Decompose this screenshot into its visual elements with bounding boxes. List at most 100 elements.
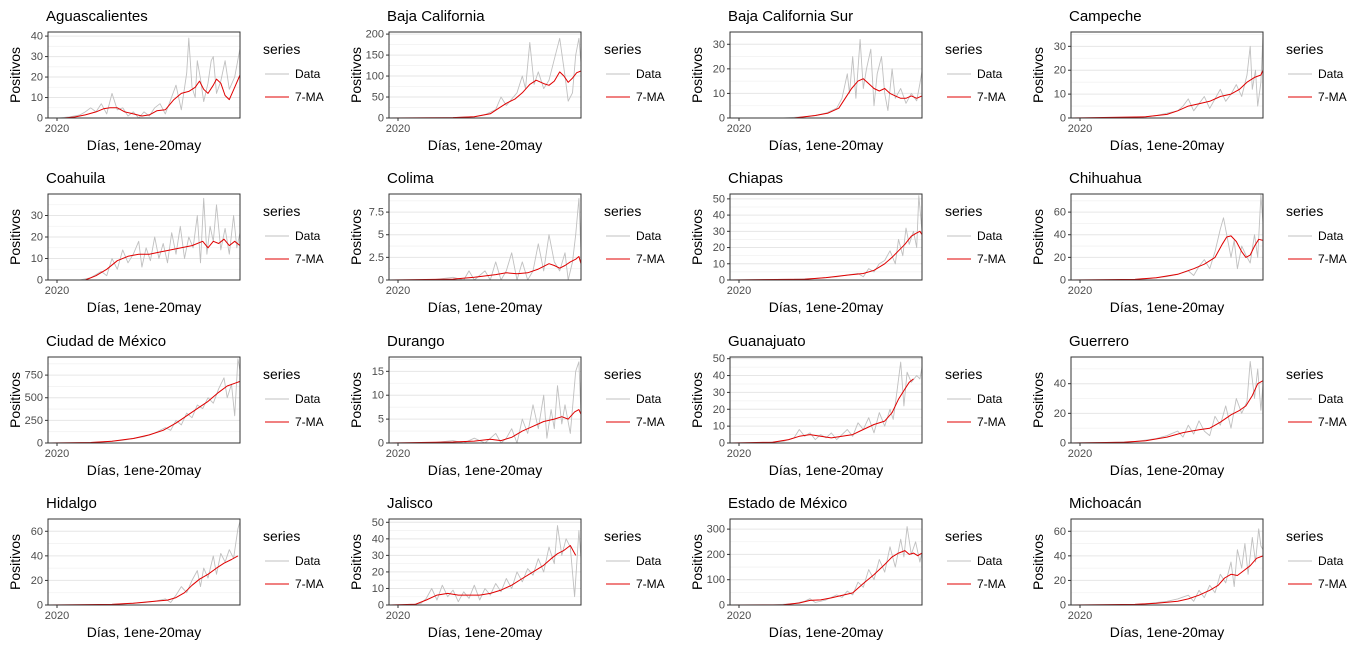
y-tick-label: 30 xyxy=(372,550,384,562)
plot-frame xyxy=(729,356,923,444)
legend-label-data: Data xyxy=(295,229,321,243)
legend: series Data 7-MA xyxy=(604,41,665,104)
y-axis-title: Positivos xyxy=(7,209,23,265)
y-axis-title: Positivos xyxy=(348,534,364,590)
plot-frame xyxy=(388,193,582,281)
y-tick-label: 100 xyxy=(366,71,384,83)
y-tick-label: 0 xyxy=(378,438,384,450)
x-axis-title: Días, 1ene-20may xyxy=(87,462,201,478)
y-tick-label: 10 xyxy=(372,390,384,402)
y-tick-label: 2.5 xyxy=(369,252,384,264)
y-tick-label: 10 xyxy=(713,258,725,270)
series-line-ma xyxy=(1070,69,1264,119)
legend-label-ma: 7-MA xyxy=(1318,90,1347,104)
chart-title: Colima xyxy=(387,170,434,187)
legend-title: series xyxy=(604,366,641,382)
legend-label-ma: 7-MA xyxy=(295,577,324,591)
legend-label-ma: 7-MA xyxy=(977,90,1006,104)
series-line-data xyxy=(389,361,582,444)
legend-label-data: Data xyxy=(1318,67,1344,81)
chart-panel: Chihuahua 0 20 40 60 2020 Días, 1ene-20may Posi… xyxy=(1030,170,1347,315)
x-tick-label: 2020 xyxy=(727,610,751,622)
y-tick-label: 40 xyxy=(1054,378,1066,390)
legend-label-ma: 7-MA xyxy=(636,415,665,429)
chart-title: Coahuila xyxy=(46,170,106,187)
x-tick-label: 2020 xyxy=(727,448,751,460)
legend: series Data 7-MA xyxy=(945,528,1006,591)
y-tick-label: 100 xyxy=(707,574,725,586)
chart-panel: Jalisco 0 10 20 30 40 50 2020 Días, 1ene-20may Po… xyxy=(348,495,665,640)
x-tick-label: 2020 xyxy=(727,285,751,297)
y-tick-label: 40 xyxy=(713,370,725,382)
x-tick-label: 2020 xyxy=(1068,285,1092,297)
chart-title: Chihuahua xyxy=(1069,170,1142,187)
plot-frame xyxy=(1070,31,1264,119)
legend-label-data: Data xyxy=(636,554,662,568)
legend-label-ma: 7-MA xyxy=(636,252,665,266)
x-axis-title: Días, 1ene-20may xyxy=(428,137,542,153)
legend: series Data 7-MA xyxy=(1286,203,1347,266)
y-tick-label: 300 xyxy=(707,524,725,536)
legend: series Data 7-MA xyxy=(1286,366,1347,429)
legend-label-ma: 7-MA xyxy=(636,577,665,591)
y-tick-label: 10 xyxy=(713,421,725,433)
series-line-data xyxy=(47,358,241,444)
chart-title: Aguascalientes xyxy=(46,8,148,25)
y-tick-label: 5 xyxy=(378,414,384,426)
legend-label-data: Data xyxy=(295,392,321,406)
y-tick-label: 50 xyxy=(713,353,725,365)
series-line-ma xyxy=(388,256,582,281)
y-tick-label: 40 xyxy=(31,31,43,43)
legend: series Data 7-MA xyxy=(604,528,665,591)
x-axis-title: Días, 1ene-20may xyxy=(87,299,201,315)
series-line-data xyxy=(48,197,241,281)
series-line-ma xyxy=(1070,235,1264,281)
y-tick-label: 30 xyxy=(713,226,725,238)
legend: series Data 7-MA xyxy=(945,41,1006,104)
y-tick-label: 0 xyxy=(719,438,725,450)
y-tick-label: 200 xyxy=(707,549,725,561)
legend-title: series xyxy=(1286,528,1323,544)
legend: series Data 7-MA xyxy=(263,203,324,266)
y-tick-label: 0 xyxy=(37,113,43,125)
y-tick-label: 40 xyxy=(372,533,384,545)
y-tick-label: 5 xyxy=(378,229,384,241)
x-axis-title: Días, 1ene-20may xyxy=(428,462,542,478)
legend-label-data: Data xyxy=(977,229,1003,243)
legend-label-ma: 7-MA xyxy=(295,90,324,104)
y-tick-label: 50 xyxy=(372,517,384,529)
y-axis-title: Positivos xyxy=(689,209,705,265)
y-tick-label: 0 xyxy=(1060,275,1066,287)
legend: series Data 7-MA xyxy=(263,41,324,104)
legend-title: series xyxy=(945,528,982,544)
legend: series Data 7-MA xyxy=(945,203,1006,266)
chart-panel: Guerrero 0 20 40 2020 Días, 1ene-20may Positiv… xyxy=(1030,333,1347,478)
y-tick-label: 10 xyxy=(31,253,43,265)
y-tick-label: 50 xyxy=(713,193,725,205)
y-tick-label: 10 xyxy=(713,88,725,100)
y-tick-label: 60 xyxy=(1054,526,1066,538)
plot-frame xyxy=(1070,518,1264,606)
y-tick-label: 20 xyxy=(713,242,725,254)
y-tick-label: 30 xyxy=(31,210,43,222)
legend: series Data 7-MA xyxy=(263,366,324,429)
plot-frame xyxy=(1070,193,1264,281)
chart-panel: Estado de México 0 100 200 300 2020 Días, 1ene… xyxy=(689,495,1006,640)
chart-title: Hidalgo xyxy=(46,495,97,512)
series-line-ma xyxy=(388,70,582,119)
y-tick-label: 0 xyxy=(37,438,43,450)
legend-label-data: Data xyxy=(977,554,1003,568)
chart-panel: Coahuila 0 10 20 30 2020 Días, 1ene-20may Posit… xyxy=(7,170,324,315)
x-axis-title: Días, 1ene-20may xyxy=(1110,624,1224,640)
y-axis-title: Positivos xyxy=(7,372,23,428)
legend-title: series xyxy=(263,41,300,57)
x-tick-label: 2020 xyxy=(386,285,410,297)
series-line-ma xyxy=(47,555,239,606)
chart-title: Estado de México xyxy=(728,495,847,512)
x-tick-label: 2020 xyxy=(45,448,69,460)
y-tick-label: 30 xyxy=(713,387,725,399)
y-tick-label: 0 xyxy=(719,113,725,125)
y-axis-title: Positivos xyxy=(348,47,364,103)
series-line-data xyxy=(729,195,923,281)
y-axis-title: Positivos xyxy=(1030,47,1046,103)
